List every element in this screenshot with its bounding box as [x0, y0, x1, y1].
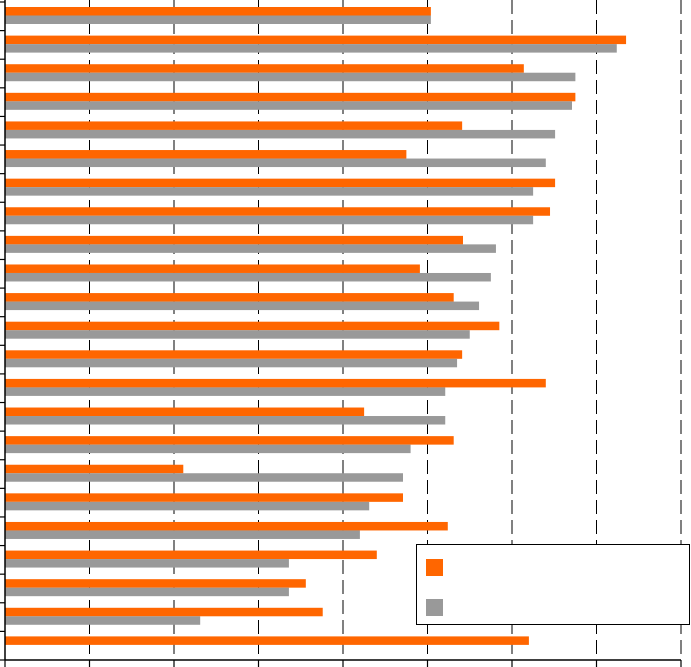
bar-series-1 — [5, 235, 463, 245]
bar-series-1 — [5, 607, 323, 617]
bar-series-1 — [5, 92, 576, 102]
bar-series-1 — [5, 178, 556, 188]
bar-series-1 — [5, 550, 377, 560]
bar-series-2 — [5, 501, 370, 511]
bar-series-2 — [5, 587, 289, 597]
bar-series-1 — [5, 321, 500, 331]
bar-series-2 — [5, 530, 360, 539]
bar-series-2 — [5, 616, 201, 625]
legend-swatch-series-1 — [426, 559, 443, 576]
bar-series-1 — [5, 207, 551, 216]
bar-series-1 — [5, 521, 448, 531]
legend-swatch-series-2 — [426, 599, 443, 616]
bar-series-1 — [5, 7, 431, 16]
bar-series-2 — [5, 72, 576, 82]
bar-series-2 — [5, 129, 556, 139]
bar-series-1 — [5, 64, 524, 73]
bar-series-1 — [5, 293, 454, 302]
bar-series-1 — [5, 35, 627, 45]
bar-series-1 — [5, 378, 546, 388]
bar-series-2 — [5, 272, 491, 282]
bar-series-1 — [5, 121, 463, 130]
bar-series-1 — [5, 464, 184, 474]
bar-series-2 — [5, 444, 411, 454]
bar-series-1 — [5, 350, 463, 359]
bar-series-2 — [5, 330, 470, 339]
bar-series-2 — [5, 358, 458, 368]
bar-series-2 — [5, 559, 289, 568]
bar-series-2 — [5, 187, 534, 196]
bar-series-1 — [5, 579, 306, 588]
bar-series-2 — [5, 244, 496, 253]
bars — [5, 7, 627, 645]
bar-series-1 — [5, 407, 365, 417]
bar-series-1 — [5, 436, 454, 445]
bar-series-2 — [5, 44, 617, 53]
legend-box — [416, 544, 690, 625]
bar-series-2 — [5, 101, 572, 110]
bar-series-2 — [5, 473, 403, 482]
bar-series-2 — [5, 387, 446, 396]
bar-series-2 — [5, 158, 546, 168]
bar-series-2 — [5, 301, 480, 311]
bar-series-1 — [5, 264, 420, 273]
bar-series-2 — [5, 215, 534, 225]
bar-series-1 — [5, 636, 529, 645]
bar-series-1 — [5, 150, 407, 159]
legend — [416, 544, 690, 625]
bar-series-1 — [5, 493, 403, 502]
bar-series-2 — [5, 416, 446, 425]
bar-series-2 — [5, 15, 431, 24]
